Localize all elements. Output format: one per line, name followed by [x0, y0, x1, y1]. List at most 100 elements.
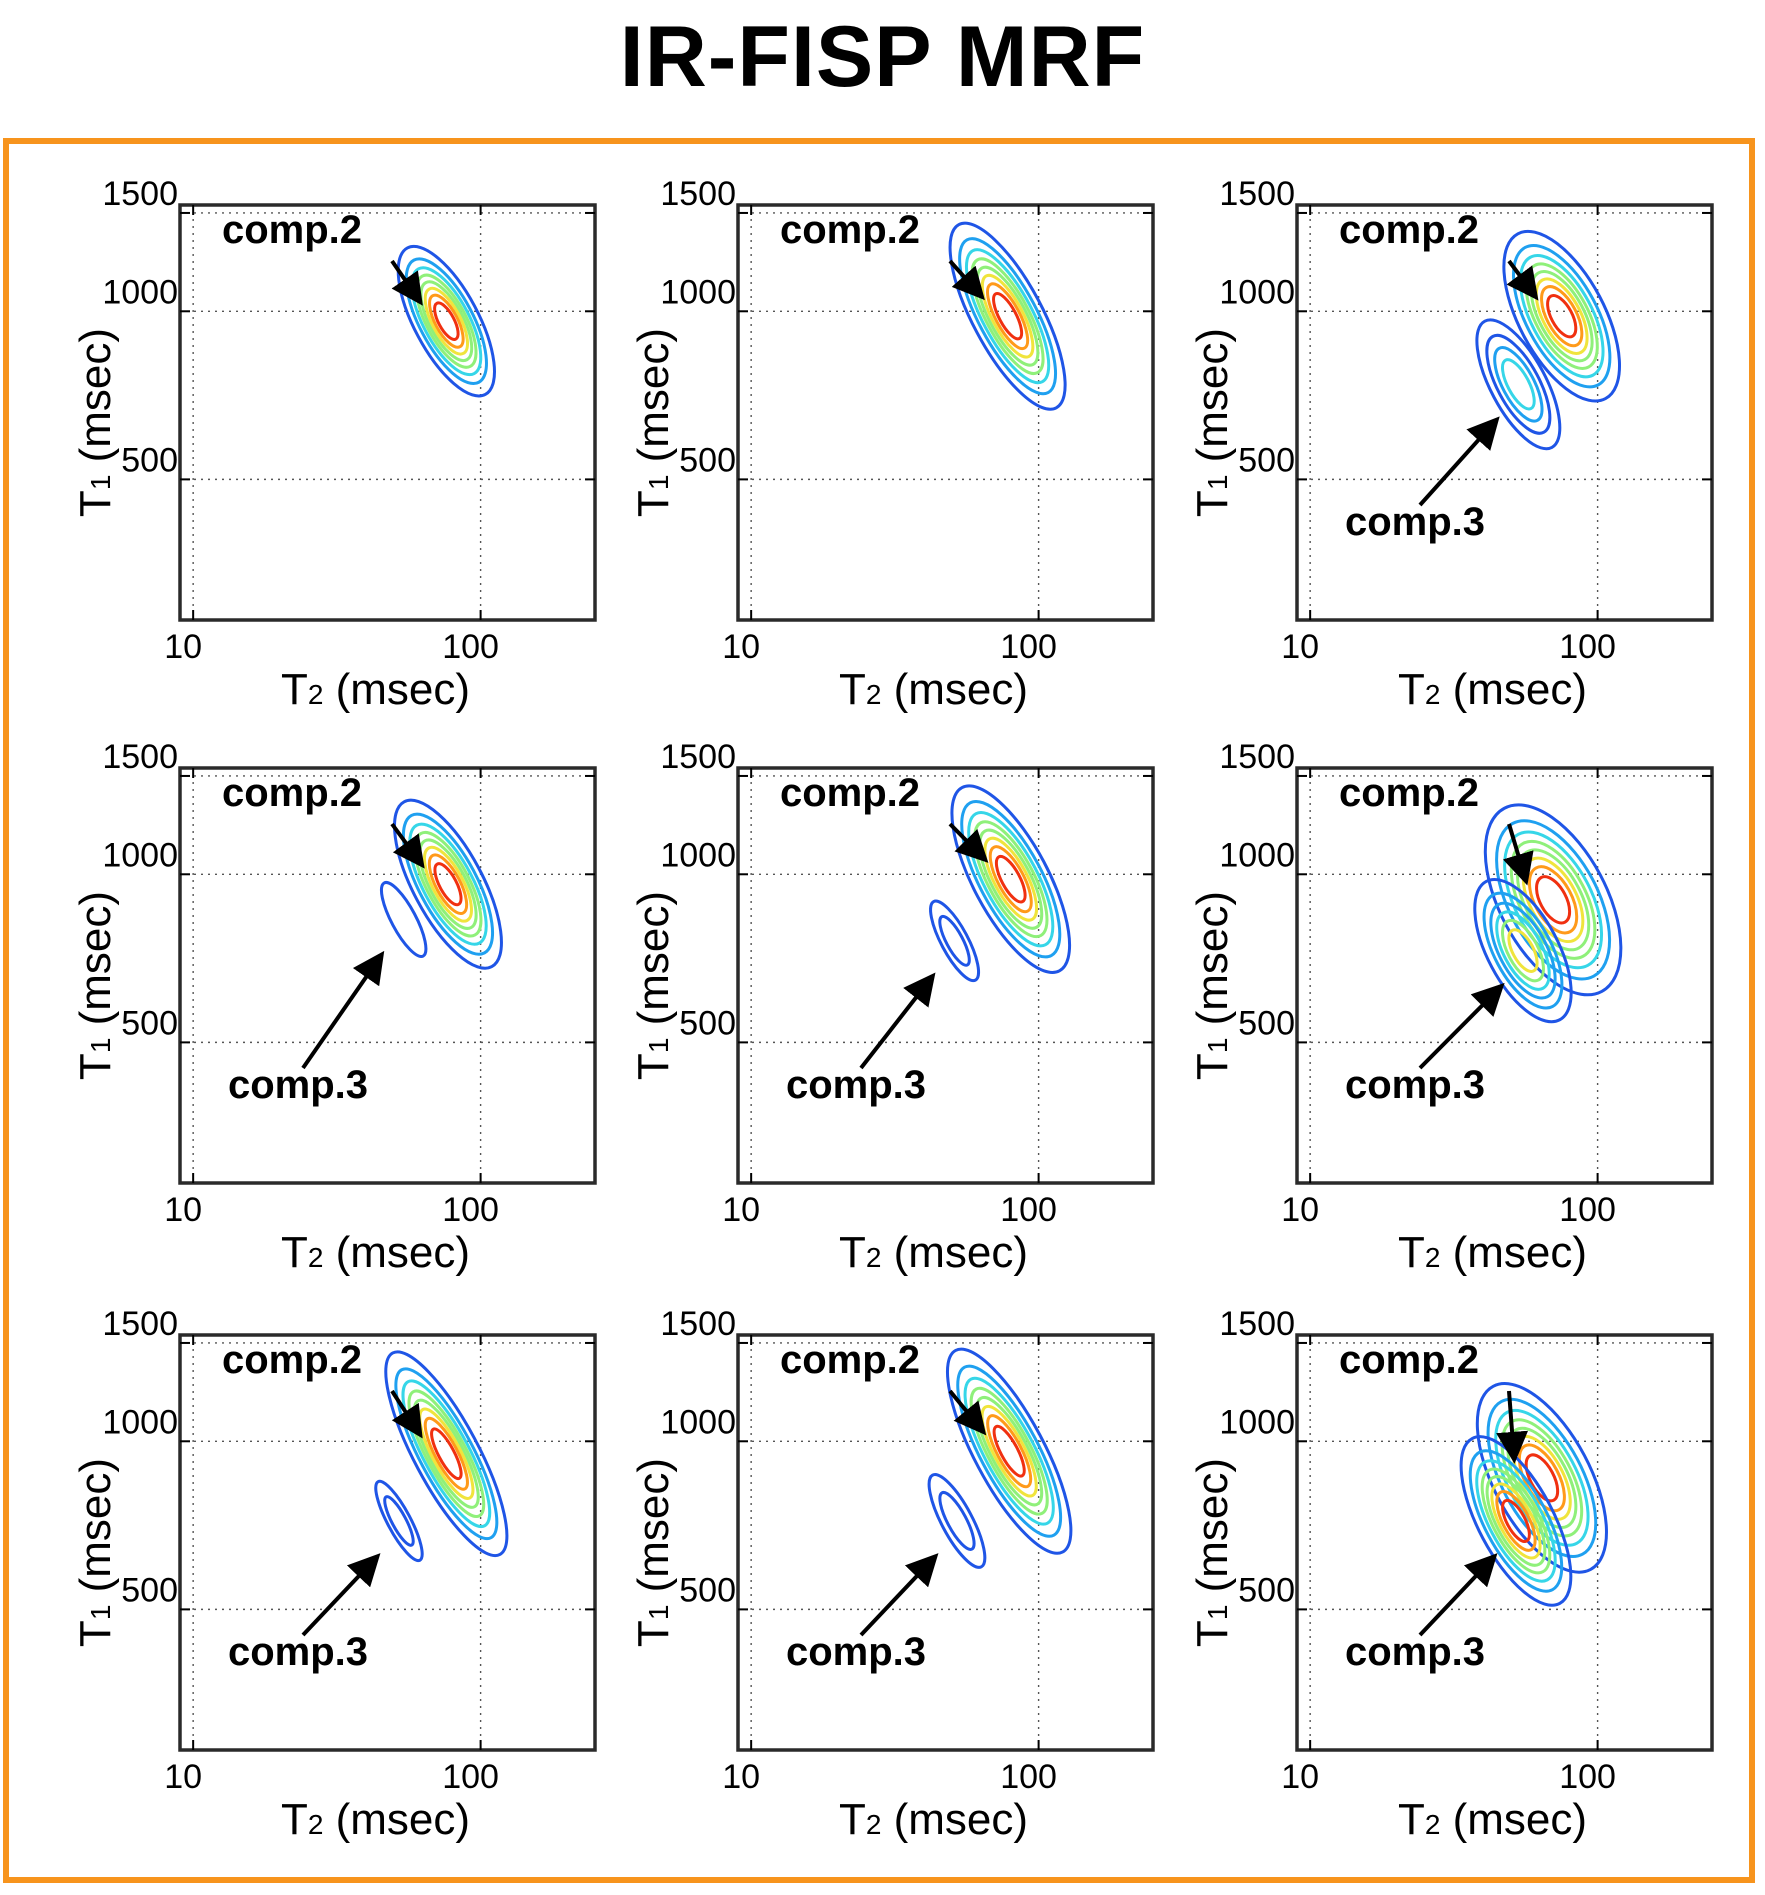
x-tick-label: 100 [442, 1191, 499, 1229]
x-tick-label: 10 [1281, 1191, 1319, 1229]
x-axis-label: T2 (msec) [281, 1795, 470, 1844]
panel-row1-col2: 10 100 500 1000 1500 T2 (msec) T1 (msec) comp.2 [629, 175, 1155, 714]
x-axis-label: T2 (msec) [839, 1795, 1028, 1844]
annotation-comp3-label: comp.3 [1345, 500, 1485, 544]
annotation-comp2-label: comp.2 [222, 1338, 362, 1382]
contour-level [958, 237, 1058, 396]
contour-level [408, 822, 488, 946]
contour-level [992, 1424, 1026, 1478]
contour-level [401, 812, 495, 956]
figure-title: IR-FISP MRF [619, 9, 1146, 105]
contour-level [986, 282, 1030, 351]
axes-box [178, 766, 597, 1185]
x-tick-label: 10 [164, 1758, 202, 1796]
contour-level [1468, 1449, 1564, 1593]
contour-level [1489, 901, 1557, 1000]
x-axis-label: T2 (msec) [839, 1228, 1028, 1277]
contour-level [1459, 1435, 1573, 1607]
annotation-comp3-label: comp.3 [1345, 1630, 1485, 1674]
contour-level [1475, 1459, 1557, 1583]
axes-box [1295, 203, 1714, 622]
annotation-comp2-arrow [390, 822, 425, 869]
y-tick-label: 500 [121, 1571, 178, 1609]
contour-level [407, 1389, 486, 1518]
contour-level [994, 854, 1027, 904]
annotation-comp3-arrow [301, 1553, 381, 1637]
contour-level [433, 862, 463, 907]
contour-level [1534, 277, 1589, 355]
contour-level [992, 292, 1024, 341]
y-axis-label: T1 (msec) [629, 1458, 678, 1647]
contour-level [1475, 318, 1562, 451]
y-tick-label: 1000 [102, 1403, 178, 1441]
contour-group-comp3 [1473, 878, 1573, 1024]
x-tick-label: 100 [442, 1758, 499, 1796]
contour-group-comp2 [1483, 803, 1623, 997]
contour-level [418, 838, 478, 930]
contour-level [410, 266, 483, 377]
contour-level [1482, 891, 1564, 1010]
y-axis-label: T1 (msec) [1188, 891, 1237, 1080]
annotation-comp2-label: comp.2 [1339, 771, 1479, 815]
contour-level [1535, 875, 1572, 925]
contour-level [1475, 1382, 1608, 1574]
contour-group-comp2 [393, 798, 503, 970]
contour-level [1507, 928, 1539, 973]
contour-level [1529, 270, 1594, 363]
y-tick-label: 1000 [1219, 273, 1295, 311]
y-tick-label: 500 [1238, 1571, 1295, 1609]
axes-box [1295, 1333, 1714, 1752]
contour-level [383, 1495, 415, 1547]
x-tick-label: 10 [1281, 1758, 1319, 1796]
y-tick-label: 1000 [102, 273, 178, 311]
contour-level [404, 257, 488, 386]
contour-level [1501, 358, 1536, 411]
contour-level [967, 811, 1055, 948]
contour-level [1524, 1453, 1560, 1503]
annotation-comp2-label: comp.2 [1339, 1338, 1479, 1382]
y-tick-label: 500 [121, 441, 178, 479]
contour-level [423, 1416, 469, 1491]
contour-level [1486, 1397, 1598, 1558]
contour-group-comp3 [1475, 318, 1562, 451]
contour-level [956, 1364, 1063, 1538]
contour-level [969, 1386, 1049, 1516]
contour-level [428, 293, 465, 349]
contour-level [1490, 1482, 1542, 1560]
contour-level [1495, 1490, 1537, 1552]
y-axis-label: T1 (msec) [629, 328, 678, 517]
axes-box [178, 1333, 597, 1752]
contour-level [963, 1376, 1055, 1526]
panel-row2-col1: 10 100 500 1000 1500 T2 (msec) T1 (msec) comp.2… [71, 738, 597, 1277]
x-tick-label: 100 [1559, 1758, 1616, 1796]
y-tick-label: 1000 [660, 1403, 736, 1441]
contour-level [423, 845, 473, 923]
y-tick-label: 1000 [1219, 1403, 1295, 1441]
y-tick-label: 500 [679, 441, 736, 479]
x-tick-label: 10 [1281, 628, 1319, 666]
panel-row1-col1: 10 100 500 1000 1500 T2 (msec) T1 (msec) comp.2 [71, 175, 597, 714]
contour-level [427, 853, 469, 915]
x-axis-label: T2 (msec) [281, 1228, 470, 1277]
y-tick-label: 1500 [660, 738, 736, 776]
annotation-comp2-arrow [948, 1389, 987, 1436]
contour-level [983, 836, 1039, 922]
contour-level [1501, 1498, 1531, 1543]
x-axis-label: T2 (msec) [839, 665, 1028, 714]
y-tick-label: 1000 [660, 273, 736, 311]
contour-group-comp2 [384, 1350, 509, 1558]
contour-level [412, 1398, 480, 1509]
annotation-comp2-arrow [390, 259, 423, 306]
contour-group-comp2 [1502, 229, 1622, 403]
contour-level [1501, 918, 1545, 983]
annotation-comp2-label: comp.2 [222, 208, 362, 252]
annotation-comp2-label: comp.2 [780, 208, 920, 252]
panel-row3-col2: 10 100 500 1000 1500 T2 (msec) T1 (msec) comp.2… [629, 1305, 1155, 1844]
contour-level [423, 286, 469, 356]
y-tick-label: 1500 [102, 738, 178, 776]
panel-row2-col3: 10 100 500 1000 1500 T2 (msec) T1 (msec) comp.2… [1188, 738, 1714, 1277]
contour-level [394, 1367, 499, 1541]
y-tick-label: 500 [1238, 441, 1295, 479]
y-tick-label: 1500 [102, 1305, 178, 1343]
contour-level [945, 1347, 1073, 1555]
